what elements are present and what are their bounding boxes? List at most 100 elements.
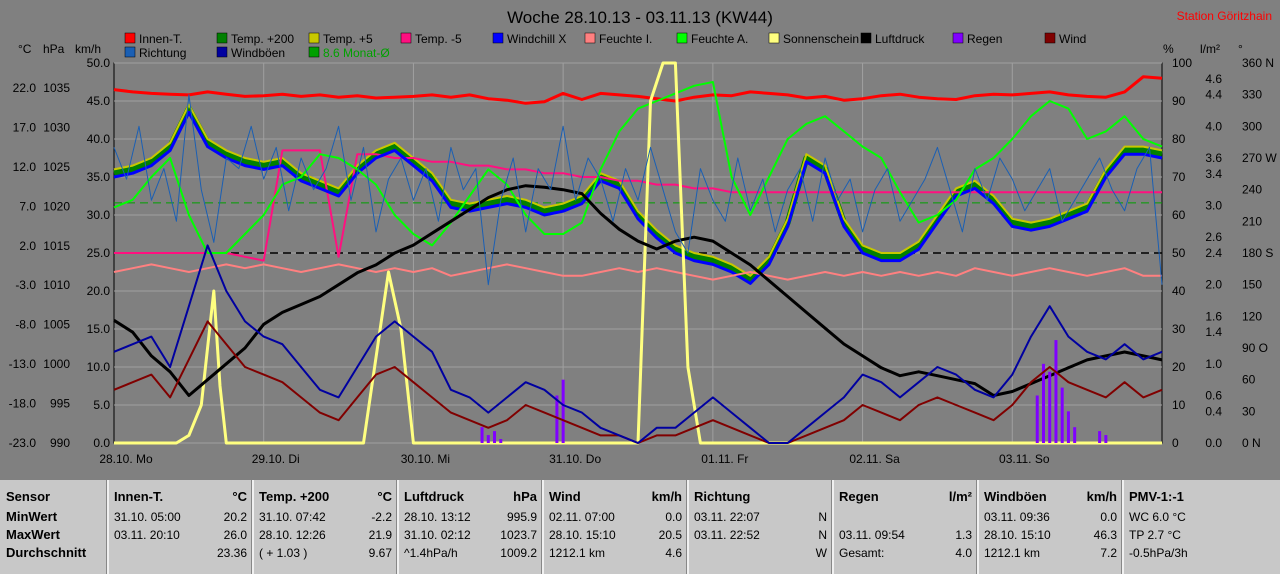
cell-value: 26.0 [223, 528, 247, 542]
cell-value: N [818, 528, 827, 542]
table-row-avg: 1212.1 km 7.2 [984, 544, 1117, 562]
series-bar-regen [493, 431, 497, 443]
series-line-sonnenschein [114, 61, 1162, 445]
direction-tick-label: 300 [1242, 119, 1262, 133]
temp-tick-label: -13.0 [9, 357, 37, 371]
hpa-tick-label: 1010 [43, 278, 70, 292]
cell-value: 9.67 [368, 546, 392, 560]
cell-value: 995.9 [506, 510, 537, 524]
table-row-avg: Gesamt: 4.0 [839, 544, 972, 562]
x-tick-label: 28.10. Mo [99, 452, 153, 466]
cell-value: 0.0 [1100, 510, 1117, 524]
column-separator [396, 480, 399, 574]
legend-label: Sonnenschein [783, 32, 859, 46]
rain-tick-label: 1.0 [1205, 357, 1222, 371]
table-column: Luftdruck hPa 28.10. 13:12 995.9 31.10. 02:1… [398, 480, 543, 574]
table-row-avg: W [694, 544, 827, 562]
table-header: Innen-T. °C [114, 488, 247, 506]
rain-tick-label: 3.6 [1205, 151, 1222, 165]
hpa-tick-label: 1000 [43, 357, 70, 371]
temp-tick-label: 17.0 [13, 120, 37, 134]
legend-label: Windböen [231, 46, 285, 60]
table-row-min: 31.10. 07:42 -2.2 [259, 508, 392, 526]
direction-tick-label: 360 N [1242, 56, 1274, 70]
cell-value: 7.2 [1100, 546, 1117, 560]
series-line-temp-5 [114, 149, 1162, 262]
cell-label: MaxWert [6, 527, 60, 542]
x-tick-label: 02.11. Sa [849, 452, 900, 466]
table-row-max: TP 2.7 °C [1129, 526, 1274, 544]
table-row-avg: 1212.1 km 4.6 [549, 544, 682, 562]
rain-tick-label: 4.4 [1205, 88, 1222, 102]
unit-deg: ° [1238, 42, 1243, 56]
stats-table: Sensor MinWert MaxWert Durchschnitt Innen-T.… [0, 480, 1280, 574]
cell-label: MinWert [6, 509, 58, 524]
table-row-max: 31.10. 02:12 1023.7 [404, 526, 537, 544]
table-column: Richtung 03.11. 22:07 N 03.11. 22:52 N W [688, 480, 833, 574]
legend-label: Temp. -5 [415, 32, 462, 46]
cell-label: 28.10. 12:26 [259, 528, 326, 542]
table-row-min: 02.11. 07:00 0.0 [549, 508, 682, 526]
cell-value: 21.9 [368, 528, 392, 542]
cell-label: 1212.1 km [984, 546, 1041, 560]
series-line-feuchte-a [113, 81, 1163, 254]
direction-tick-label: 120 [1242, 309, 1262, 323]
cell-label: Innen-T. [114, 489, 164, 504]
legend: Innen-T. Temp. +200 Temp. +5 Temp. -5 Windch… [124, 32, 1086, 60]
legend-swatch [952, 32, 964, 44]
cell-value: 46.3 [1093, 528, 1117, 542]
cell-label: 28.10. 15:10 [549, 528, 616, 542]
legend-swatch [216, 32, 228, 44]
series-group [113, 61, 1163, 445]
pct-tick-label: 60 [1172, 208, 1186, 222]
table-column: Temp. +200 °C 31.10. 07:42 -2.2 28.10. 12:26… [253, 480, 398, 574]
x-tick-label: 01.11. Fr [701, 452, 748, 466]
direction-tick-label: 30 [1242, 404, 1256, 418]
rain-tick-label: 2.6 [1205, 230, 1222, 244]
rain-tick-label: 4.0 [1205, 119, 1222, 133]
kmh-tick-label: 35.0 [87, 170, 111, 184]
table-row-min [839, 508, 972, 526]
row-label-min: MinWert [6, 508, 102, 526]
kmh-tick-label: 25.0 [87, 246, 111, 260]
table-row-min: 31.10. 05:00 20.2 [114, 508, 247, 526]
legend-swatch [860, 32, 872, 44]
pct-tick-label: 10 [1172, 398, 1186, 412]
table-row-avg: 23.36 [114, 544, 247, 562]
cell-value: 20.5 [658, 528, 682, 542]
legend-label: Windchill X [507, 32, 566, 46]
cell-label: 31.10. 02:12 [404, 528, 471, 542]
direction-tick-label: 330 [1242, 88, 1262, 102]
temp-tick-label: 2.0 [19, 239, 36, 253]
direction-tick-label: 270 W [1242, 151, 1277, 165]
legend-label: Richtung [139, 46, 186, 60]
table-header: Wind km/h [549, 488, 682, 506]
legend-label: Feuchte I. [599, 32, 652, 46]
direction-tick-label: 150 [1242, 278, 1262, 292]
cell-label: WC 6.0 °C [1129, 510, 1186, 524]
table-row-min: 03.11. 22:07 N [694, 508, 827, 526]
column-separator [976, 480, 979, 574]
table-row-max: 03.11. 20:10 26.0 [114, 526, 247, 544]
kmh-tick-label: 30.0 [87, 208, 111, 222]
hpa-tick-label: 1030 [43, 120, 70, 134]
unit-pct: % [1163, 42, 1174, 56]
legend-label: Regen [967, 32, 1002, 46]
series-bar-regen [499, 439, 503, 443]
cell-label: Durchschnitt [6, 545, 87, 560]
cell-label: ^1.4hPa/h [404, 546, 458, 560]
legend-swatch [124, 46, 136, 58]
pct-tick-label: 100 [1172, 56, 1192, 70]
table-row-max: 03.11. 22:52 N [694, 526, 827, 544]
rain-tick-label: 3.4 [1205, 167, 1222, 181]
column-separator [686, 480, 689, 574]
direction-tick-label: 90 O [1242, 341, 1268, 355]
series-bar-regen [1073, 427, 1077, 443]
table-row-avg: -0.5hPa/3h [1129, 544, 1274, 562]
unit-lm2: l/m² [1200, 42, 1220, 56]
cell-value: km/h [1086, 489, 1117, 504]
cell-value: 23.36 [216, 546, 247, 560]
legend-label: Innen-T. [139, 32, 182, 46]
column-separator [106, 480, 109, 574]
